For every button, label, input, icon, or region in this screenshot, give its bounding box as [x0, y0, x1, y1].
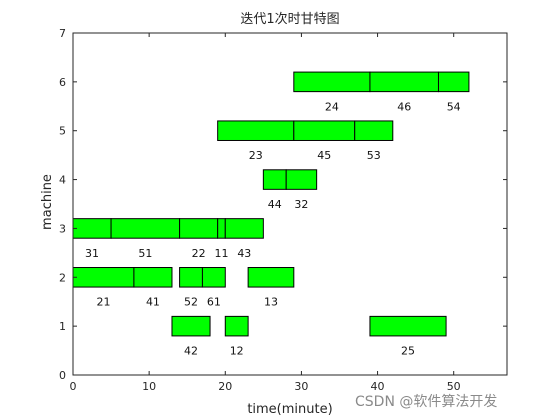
task-bar: [110, 218, 181, 239]
task-label: 23: [249, 149, 263, 162]
task-label: 61: [207, 296, 221, 309]
task-label: 13: [264, 296, 278, 309]
task-bar: [262, 169, 287, 190]
y-tick-label: 4: [59, 174, 66, 187]
x-tick-label: 30: [294, 380, 308, 393]
task-bar: [224, 218, 264, 239]
x-tick-label: 0: [70, 380, 77, 393]
task-bar: [171, 315, 211, 337]
watermark-text: CSDN @软件算法开发: [355, 394, 497, 410]
task-bar: [293, 120, 356, 141]
y-tick-label: 3: [59, 222, 66, 235]
task-bar: [369, 315, 447, 337]
x-axis-label: time(minute): [247, 402, 332, 417]
task-label: 51: [138, 247, 152, 260]
y-tick-label: 7: [59, 27, 66, 40]
y-tick-label: 0: [59, 369, 66, 382]
x-tick-label: 50: [447, 380, 461, 393]
task-label: 41: [146, 296, 160, 309]
task-bar: [201, 267, 226, 288]
task-bar: [437, 71, 470, 93]
y-tick-label: 2: [59, 271, 66, 284]
y-tick-label: 6: [59, 76, 66, 89]
x-tick-label: 20: [218, 380, 232, 393]
task-bar: [72, 267, 135, 288]
task-label: 52: [184, 296, 198, 309]
task-bar: [224, 315, 249, 337]
plot-frame: [72, 32, 508, 376]
task-bar: [354, 120, 394, 141]
task-label: 45: [317, 149, 331, 162]
y-tick-label: 5: [59, 125, 66, 138]
x-tick-label: 10: [142, 380, 156, 393]
task-bar: [179, 267, 203, 288]
task-label: 43: [237, 247, 251, 260]
task-bar: [369, 71, 439, 93]
task-bar: [293, 71, 371, 93]
task-label: 21: [96, 296, 110, 309]
task-bar: [133, 267, 173, 288]
task-label: 31: [85, 247, 99, 260]
task-label: 12: [230, 345, 244, 358]
task-bar: [72, 218, 112, 239]
task-label: 46: [397, 100, 411, 113]
task-label: 32: [294, 198, 308, 211]
task-bar: [285, 169, 318, 190]
y-tick-label: 1: [59, 320, 66, 333]
task-label: 42: [184, 345, 198, 358]
x-tick-label: 40: [371, 380, 385, 393]
task-bar: [217, 218, 226, 239]
task-label: 11: [214, 247, 228, 260]
task-label: 44: [268, 198, 282, 211]
task-labels: 24 46 54 23 45 53 44 32 31 51 22 11 43 21 41 52 61 13 42 12…: [85, 100, 461, 357]
task-bars: [72, 71, 470, 337]
task-bar: [247, 267, 295, 288]
task-label: 25: [401, 345, 415, 358]
task-bar: [179, 218, 219, 239]
task-label: 54: [447, 100, 461, 113]
chart-title: 迭代1次时甘特图: [240, 11, 339, 27]
task-bar: [217, 120, 295, 141]
task-label: 53: [367, 149, 381, 162]
task-label: 24: [325, 100, 339, 113]
task-label: 22: [192, 247, 206, 260]
y-axis-label: machine: [40, 174, 55, 230]
